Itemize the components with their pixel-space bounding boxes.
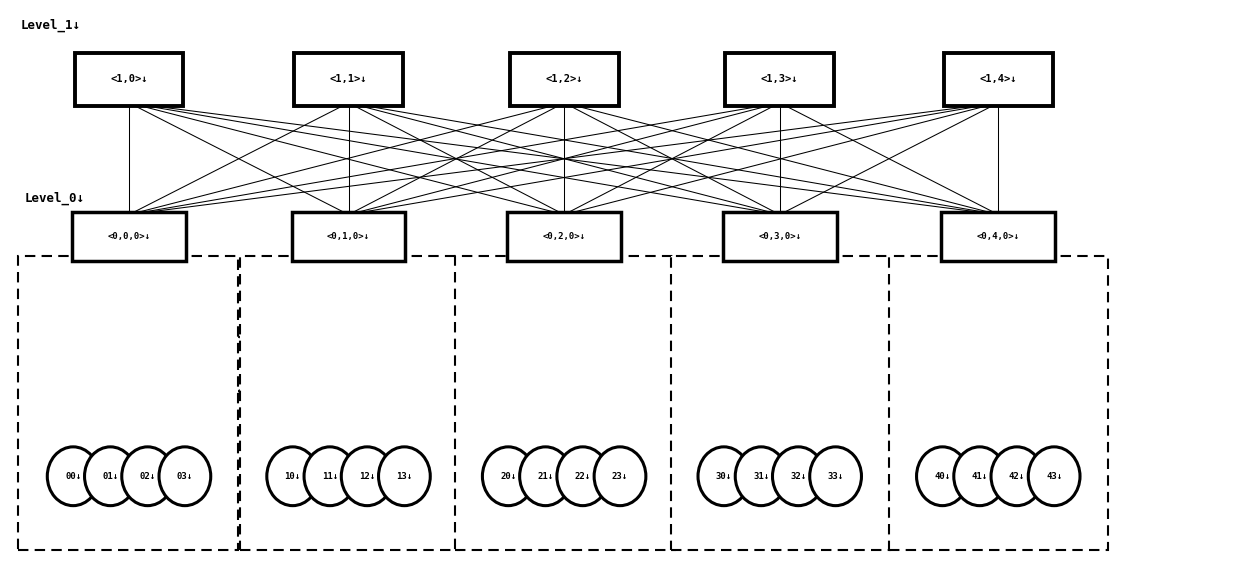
FancyBboxPatch shape — [239, 256, 459, 550]
FancyBboxPatch shape — [723, 212, 837, 261]
Ellipse shape — [810, 447, 862, 505]
Ellipse shape — [341, 447, 393, 505]
FancyBboxPatch shape — [941, 212, 1055, 261]
FancyBboxPatch shape — [889, 256, 1109, 550]
Text: 11↓: 11↓ — [322, 472, 339, 481]
FancyBboxPatch shape — [74, 53, 184, 106]
FancyBboxPatch shape — [671, 256, 890, 550]
Text: <0,2,0>↓: <0,2,0>↓ — [543, 232, 585, 240]
Ellipse shape — [482, 447, 534, 505]
Ellipse shape — [773, 447, 825, 505]
Ellipse shape — [991, 447, 1043, 505]
Text: 21↓: 21↓ — [537, 472, 553, 481]
Text: Level_1↓: Level_1↓ — [20, 19, 81, 32]
Text: 41↓: 41↓ — [972, 472, 988, 481]
Text: 40↓: 40↓ — [935, 472, 951, 481]
Text: 00↓: 00↓ — [64, 472, 82, 481]
Text: <1,2>↓: <1,2>↓ — [546, 74, 583, 84]
Ellipse shape — [557, 447, 609, 505]
Text: <0,4,0>↓: <0,4,0>↓ — [977, 232, 1019, 240]
Ellipse shape — [159, 447, 211, 505]
Text: 30↓: 30↓ — [715, 472, 732, 481]
Text: <1,1>↓: <1,1>↓ — [330, 74, 367, 84]
Ellipse shape — [304, 447, 356, 505]
FancyBboxPatch shape — [944, 53, 1053, 106]
Text: 20↓: 20↓ — [500, 472, 516, 481]
Text: <1,3>↓: <1,3>↓ — [761, 74, 799, 84]
Ellipse shape — [47, 447, 99, 505]
Text: 01↓: 01↓ — [103, 472, 119, 481]
FancyBboxPatch shape — [291, 212, 405, 261]
Ellipse shape — [520, 447, 572, 505]
Text: <1,0>↓: <1,0>↓ — [110, 74, 148, 84]
Ellipse shape — [916, 447, 968, 505]
Text: 22↓: 22↓ — [574, 472, 590, 481]
Text: Level_0↓: Level_0↓ — [24, 192, 84, 205]
Text: <0,3,0>↓: <0,3,0>↓ — [758, 232, 801, 240]
Ellipse shape — [1028, 447, 1080, 505]
Text: 43↓: 43↓ — [1047, 472, 1063, 481]
Text: 10↓: 10↓ — [285, 472, 301, 481]
FancyBboxPatch shape — [19, 256, 238, 550]
Text: <1,4>↓: <1,4>↓ — [980, 74, 1017, 84]
Text: 03↓: 03↓ — [177, 472, 193, 481]
Ellipse shape — [735, 447, 787, 505]
Ellipse shape — [84, 447, 136, 505]
Text: <0,1,0>↓: <0,1,0>↓ — [327, 232, 370, 240]
Ellipse shape — [954, 447, 1006, 505]
Ellipse shape — [378, 447, 430, 505]
FancyBboxPatch shape — [294, 53, 403, 106]
FancyBboxPatch shape — [72, 212, 186, 261]
Ellipse shape — [122, 447, 174, 505]
Text: 31↓: 31↓ — [753, 472, 769, 481]
Text: 02↓: 02↓ — [140, 472, 156, 481]
Ellipse shape — [594, 447, 646, 505]
Text: 23↓: 23↓ — [611, 472, 629, 481]
Text: <0,0,0>↓: <0,0,0>↓ — [108, 232, 150, 240]
Text: 12↓: 12↓ — [360, 472, 376, 481]
Text: 13↓: 13↓ — [397, 472, 413, 481]
Ellipse shape — [267, 447, 319, 505]
Text: 33↓: 33↓ — [827, 472, 843, 481]
Ellipse shape — [698, 447, 750, 505]
Text: 32↓: 32↓ — [790, 472, 806, 481]
FancyBboxPatch shape — [455, 256, 675, 550]
FancyBboxPatch shape — [507, 212, 621, 261]
FancyBboxPatch shape — [510, 53, 619, 106]
FancyBboxPatch shape — [725, 53, 835, 106]
Text: 42↓: 42↓ — [1009, 472, 1025, 481]
